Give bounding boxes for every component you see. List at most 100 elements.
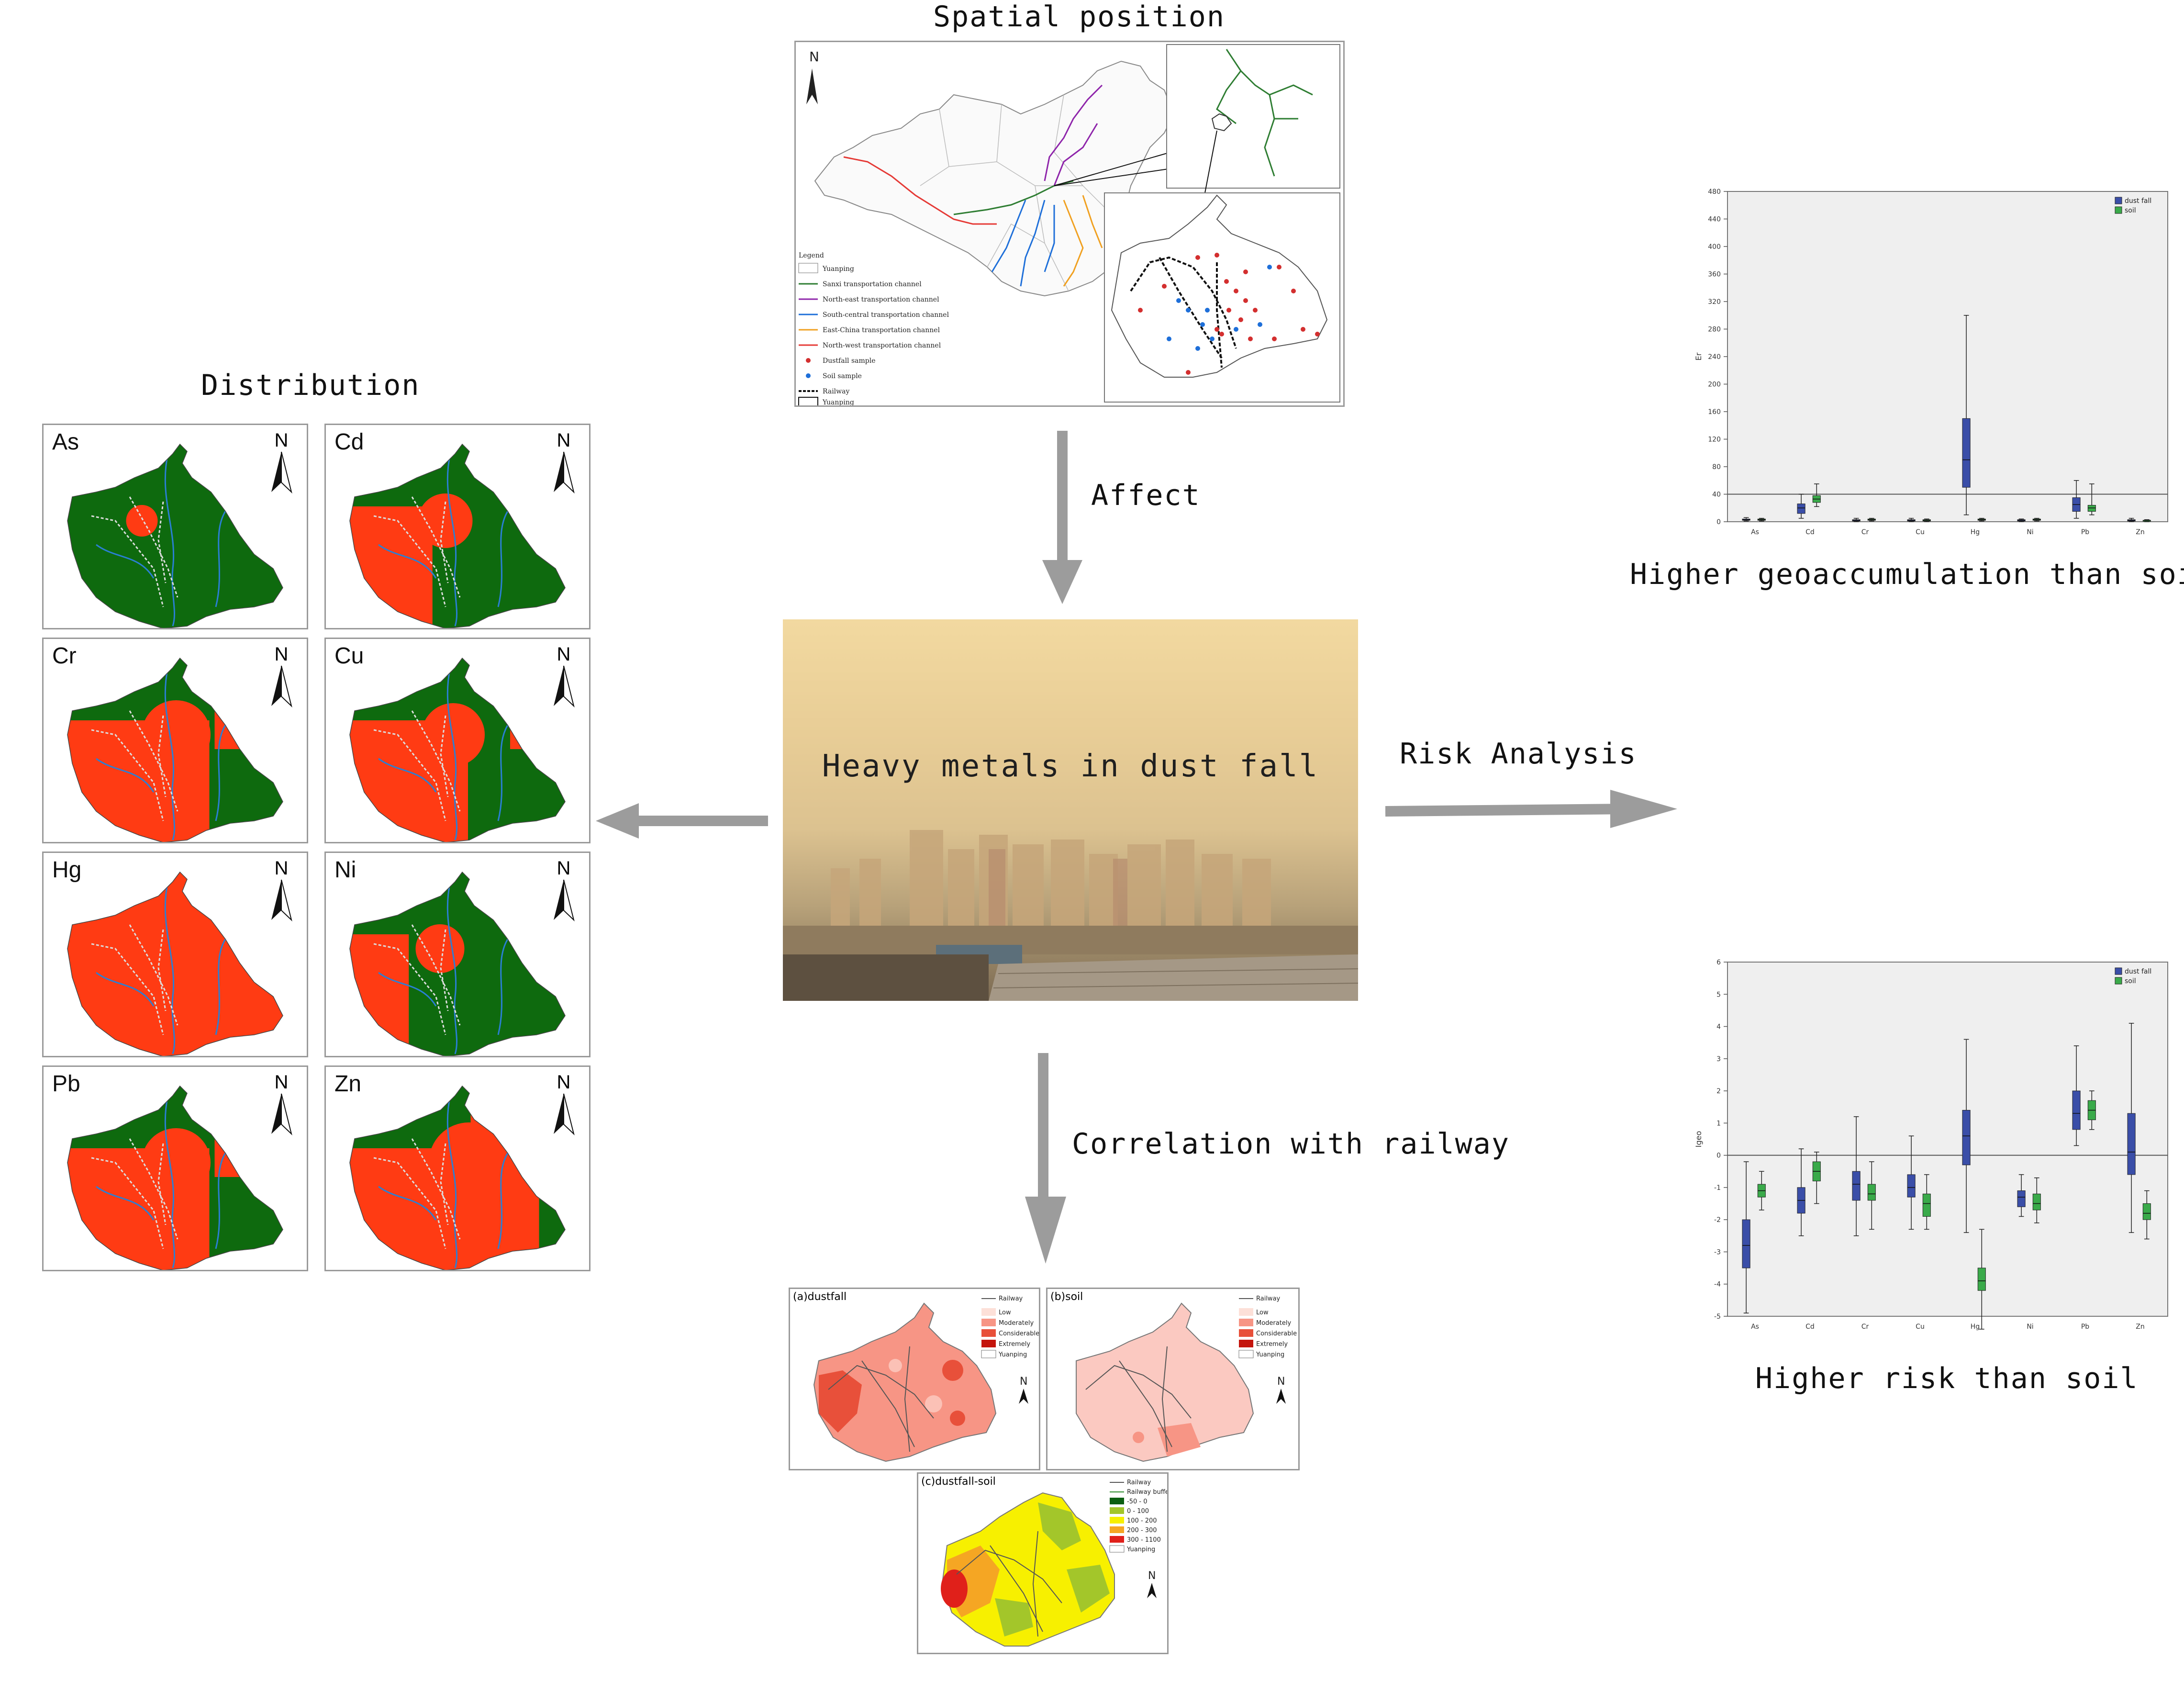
svg-text:Railway: Railway [823,388,849,395]
y-tick-label: 2 [1716,1087,1721,1095]
legend-swatch [2115,197,2122,204]
distribution-panel-zn: Zn N [324,1065,591,1271]
legend-label: dust fall [2125,968,2151,975]
distribution-panel-cu: Cu N [324,638,591,843]
north-arrow-icon: N [265,1072,298,1139]
y-tick-label: 0 [1716,518,1721,526]
er-boxplot: 0 40 80 120 160 200 240 280 320 360 400 440 480 Er As C… [1651,177,2184,541]
risk-analysis-label: Risk Analysis [1400,737,1637,771]
svg-text:Yuanping: Yuanping [998,1351,1027,1358]
x-tick-label: Zn [2136,528,2144,536]
affect-label: Affect [1091,479,1201,512]
y-tick-label: 160 [1708,408,1721,416]
x-tick-label: As [1751,1323,1759,1331]
box-dust-fall [2127,1113,2136,1175]
dustfall-soil-map: (c)dustfall-soil Railway Railway buffer … [917,1472,1172,1654]
y-tick-label: 280 [1708,326,1721,334]
svg-text:Considerable: Considerable [999,1330,1039,1337]
distribution-title: Distribution [201,369,420,402]
svg-text:Railway: Railway [1127,1479,1151,1486]
legend-swatch [2115,206,2122,214]
element-label: As [52,429,79,455]
element-label: Cr [52,643,77,669]
affect-arrow [1042,431,1082,604]
element-label: Pb [52,1071,80,1097]
map-legend: Legend Yuanping Sanxi transportation cha… [798,252,949,406]
svg-text:Moderately: Moderately [999,1320,1034,1327]
element-label: Cd [334,429,364,455]
box-soil [1977,1267,1986,1291]
north-arrow-icon: N [265,858,298,925]
svg-text:Yuanping: Yuanping [1256,1351,1284,1358]
box-dust-fall [2072,1090,2081,1130]
correlation-arrow [1025,1053,1066,1264]
northeast-channel [1044,84,1103,186]
svg-text:-50 - 0: -50 - 0 [1127,1498,1147,1505]
svg-text:N: N [1148,1570,1156,1582]
distribution-panel-pb: Pb N [42,1065,308,1271]
north-arrow-icon: N [547,430,580,497]
map-north-label: N [809,49,819,65]
distribution-panel-ni: Ni N [324,852,591,1057]
y-tick-label: 360 [1708,271,1721,279]
y-tick-label: 6 [1716,959,1721,966]
y-tick-label: 1 [1716,1120,1721,1127]
svg-text:Legend: Legend [799,252,824,259]
correlation-label: Correlation with railway [1072,1127,1510,1161]
dustfall-map: (a)dustfall Railway Low Moderately Consi… [789,1288,1040,1470]
center-photo: Heavy metals in dust fall [783,619,1358,1001]
distribution-panel-cd: Cd N [324,424,591,629]
element-label: Hg [52,857,82,883]
legend-swatch [2115,977,2122,985]
center-title: Heavy metals in dust fall [822,749,1319,784]
y-tick-label: -2 [1714,1216,1721,1224]
geoaccumulation-caption: Higher geoaccumulation than soil [1630,558,2184,591]
y-tick-label: 5 [1716,991,1721,998]
svg-text:Low: Low [999,1309,1011,1316]
soil-sample-dots [1167,265,1272,351]
box-dust-fall [1962,418,1971,488]
y-tick-label: 80 [1712,463,1721,471]
soil-map: (b)soil Railway Low Moderately Considera… [1046,1288,1300,1470]
distribution-panel-hg: Hg N [42,852,308,1057]
svg-text:Railway: Railway [1256,1295,1281,1302]
x-tick-label: Cd [1805,1323,1815,1331]
x-tick-label: Cu [1916,1323,1925,1331]
svg-text:North-east transportation chan: North-east transportation channel [823,296,939,303]
box-dust-fall [1962,1109,1971,1165]
svg-text:Yuanping: Yuanping [822,399,854,405]
legend-label: soil [2125,977,2136,985]
x-tick-label: Pb [2081,528,2089,536]
svg-text:Moderately: Moderately [1256,1320,1291,1327]
svg-text:Extremely: Extremely [999,1341,1030,1348]
risk-arrow [1385,790,1677,828]
x-tick-label: Cd [1805,528,1815,536]
svg-text:North-west transportation chan: North-west transportation channel [823,342,941,349]
box-soil [1922,1193,1931,1217]
y-tick-label: 200 [1708,381,1721,389]
soil-legend: Railway Low Moderately Considerable Extr… [1238,1295,1297,1358]
svg-text:Sanxi transportation channel: Sanxi transportation channel [823,280,922,288]
spatial-map: N Legend Yuanping [794,41,1345,407]
svg-text:Yuanping: Yuanping [1126,1546,1155,1553]
dustfall-soil-legend: Railway Railway buffer -50 - 0 0 - 100 1… [1109,1479,1172,1553]
china-outline [814,60,1175,297]
svg-text:0 - 100: 0 - 100 [1127,1508,1149,1515]
svg-text:Railway buffer: Railway buffer [1127,1489,1167,1496]
element-label: Cu [334,643,364,669]
eastchina-channel [1063,195,1103,287]
svg-text:N: N [1277,1376,1285,1388]
box-dust-fall [1742,1219,1750,1268]
inset-shanxi [1166,44,1340,189]
risk-caption: Higher risk than soil [1755,1362,2139,1395]
x-tick-label: Cu [1916,528,1925,536]
box-soil [1867,1184,1876,1201]
y-tick-label: 320 [1708,298,1721,306]
svg-text:Considerable: Considerable [1256,1330,1297,1337]
north-arrow-icon: N [547,1072,580,1139]
dustfall-sample-dots [1138,253,1320,375]
y-tick-label: -4 [1714,1281,1721,1289]
distribution-panel-as: As N [42,424,308,629]
x-tick-label: As [1751,528,1759,536]
box-dust-fall [2017,1190,2026,1207]
